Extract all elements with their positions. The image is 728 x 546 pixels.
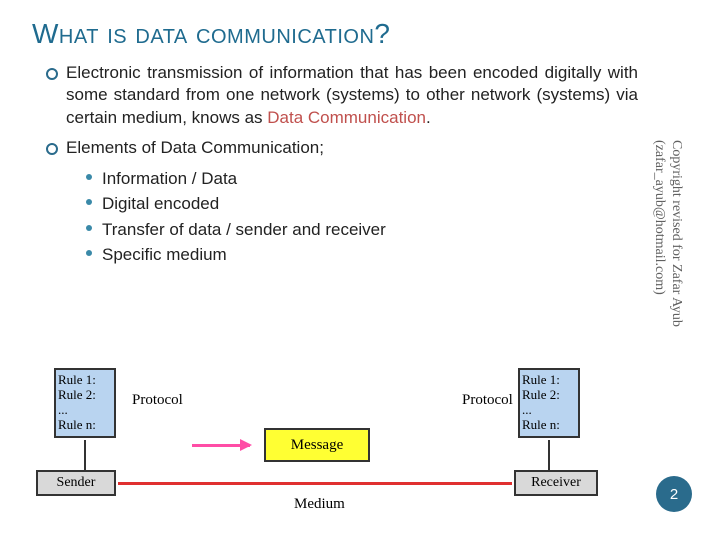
copyright-sidebar: Copyright revised for Zafar Ayub (zafar_… [650,140,684,327]
rule-line: Rule n: [58,418,96,433]
slide-title: What is data communication? [0,0,728,58]
sub-item-info: Information / Data [88,166,638,192]
protocol-label-left: Protocol [132,392,183,409]
bullet-definition: Electronic transmission of information t… [50,62,638,129]
connector-line [84,440,86,470]
rule-line: Rule 1: [58,373,96,388]
sub-item-encoded: Digital encoded [88,191,638,217]
sender-box: Sender [36,470,116,496]
sub-item-medium: Specific medium [88,242,638,268]
receiver-protocol-box: Rule 1: Rule 2: ... Rule n: [518,368,580,438]
sender-protocol-box: Rule 1: Rule 2: ... Rule n: [54,368,116,438]
rule-line: Rule 2: [58,388,96,403]
receiver-box: Receiver [514,470,598,496]
message-arrow [192,444,250,447]
bullet-elements: Elements of Data Communication; Informat… [50,137,638,267]
rule-line: ... [522,403,532,418]
copyright-line2: (zafar_ayub@hotmail.com) [652,140,667,295]
copyright-line1: Copyright revised for Zafar Ayub [669,140,684,327]
message-box: Message [264,428,370,462]
connector-line [548,440,550,470]
rule-line: Rule 2: [522,388,560,403]
def-text-post: . [426,108,431,127]
rule-line: Rule 1: [522,373,560,388]
comm-diagram: Rule 1: Rule 2: ... Rule n: Protocol Rul… [36,364,616,532]
content-area: Electronic transmission of information t… [0,58,728,268]
def-highlight: Data Communication [267,108,426,127]
page-number-badge: 2 [656,476,692,512]
sub-item-transfer: Transfer of data / sender and receiver [88,217,638,243]
rule-line: Rule n: [522,418,560,433]
medium-label: Medium [294,496,345,513]
elements-label: Elements of Data Communication; [66,138,324,157]
rule-line: ... [58,403,68,418]
medium-line [118,482,512,485]
protocol-label-right: Protocol [462,392,513,409]
